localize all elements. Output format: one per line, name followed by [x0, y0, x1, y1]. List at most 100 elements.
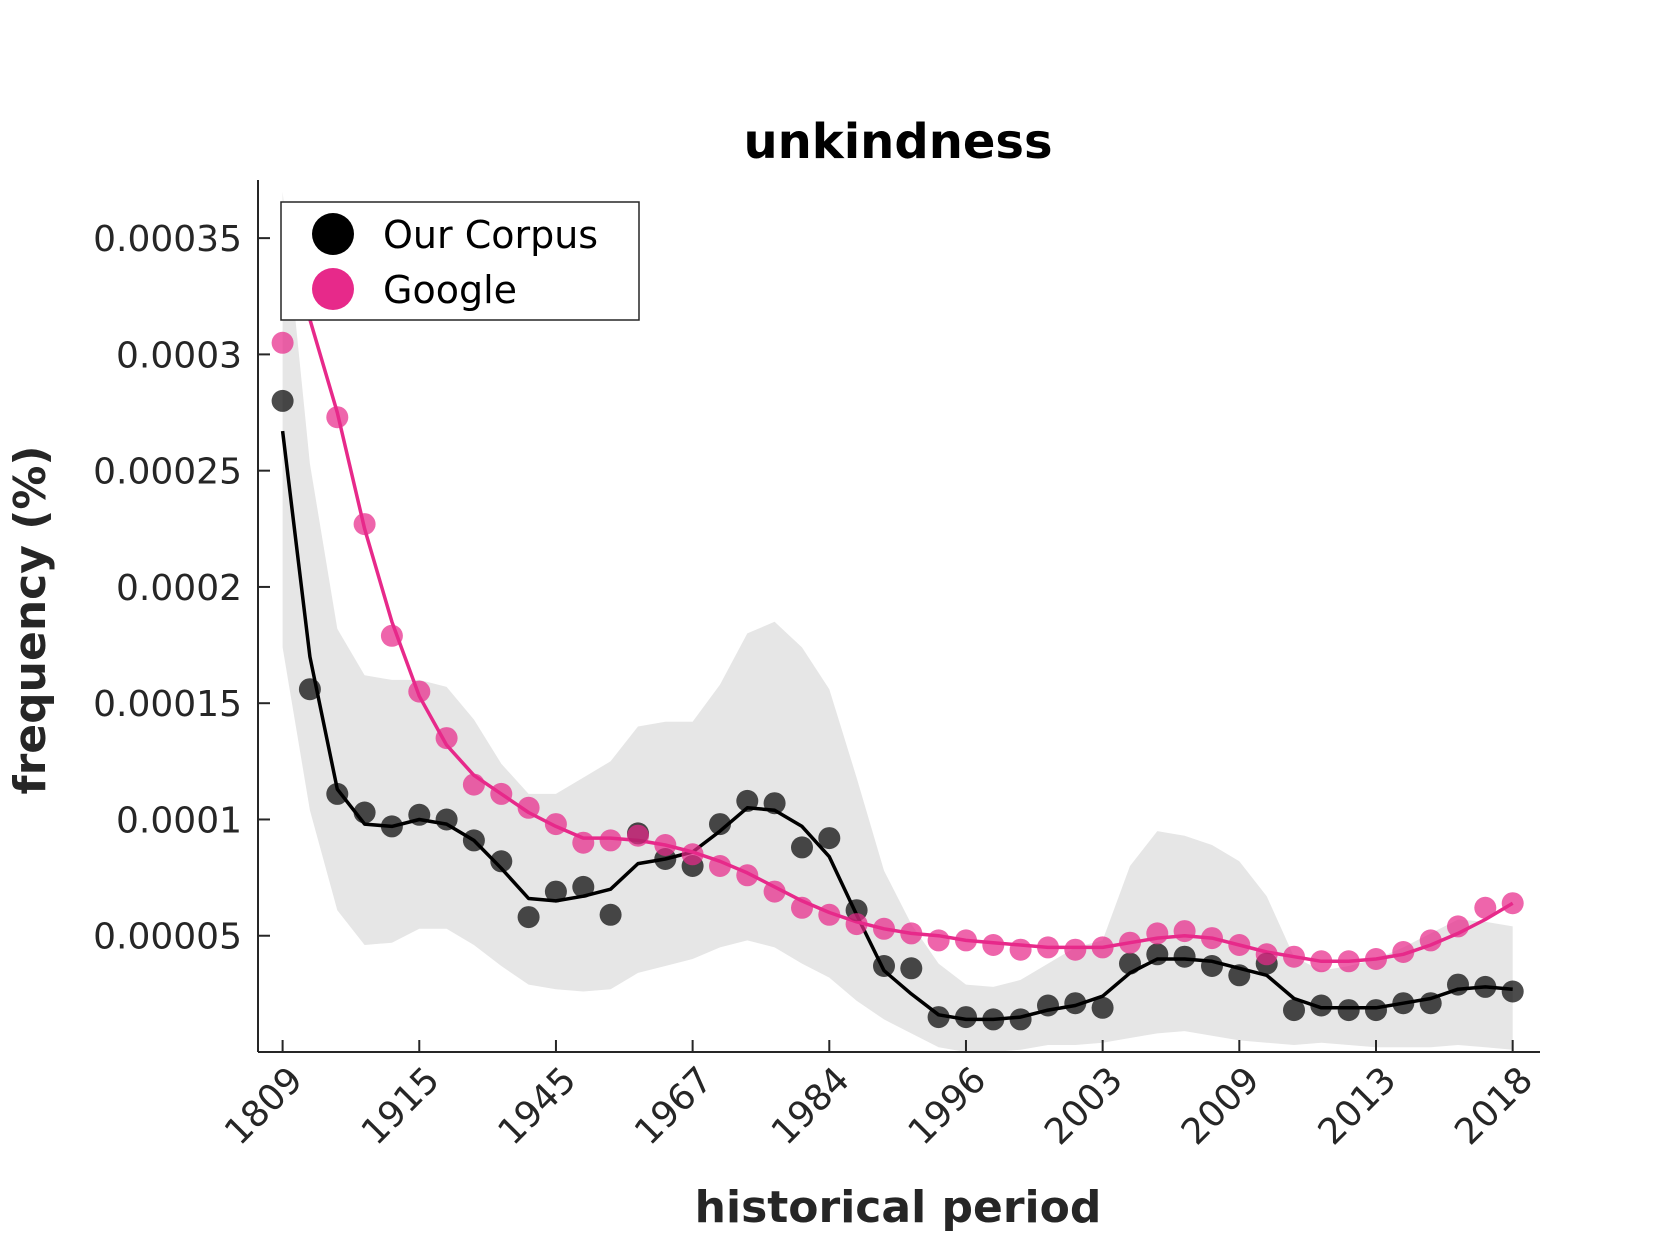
data-point-our-corpus: [1310, 994, 1333, 1017]
data-point-google: [1337, 950, 1360, 973]
data-point-our-corpus: [326, 782, 349, 805]
y-tick-label: 0.00005: [93, 917, 242, 958]
data-point-google: [1392, 941, 1415, 963]
data-point-google: [462, 773, 485, 796]
x-tick-label: 2018: [1447, 1059, 1541, 1153]
data-point-google: [1228, 934, 1251, 956]
data-point-google: [1474, 896, 1497, 919]
legend-marker-google: [312, 268, 354, 310]
x-tick-label: 1945: [490, 1059, 584, 1153]
data-point-our-corpus: [1419, 992, 1442, 1015]
data-point-google: [1310, 950, 1333, 973]
data-point-google: [1447, 915, 1469, 938]
data-point-our-corpus: [1009, 1008, 1032, 1031]
data-point-our-corpus: [572, 875, 595, 898]
data-point-our-corpus: [709, 813, 731, 836]
data-point-our-corpus: [1337, 999, 1360, 1022]
data-point-our-corpus: [763, 792, 786, 815]
data-point-google: [408, 680, 431, 703]
data-point-google: [1419, 929, 1442, 952]
data-point-our-corpus: [873, 955, 895, 977]
x-tick-label: 2003: [1037, 1059, 1131, 1153]
data-point-google: [654, 834, 677, 856]
data-point-google: [572, 831, 595, 854]
x-tick-label: 1809: [217, 1059, 311, 1153]
legend-label-google: Google: [383, 268, 517, 312]
data-point-our-corpus: [1392, 992, 1415, 1015]
data-point-our-corpus: [1173, 945, 1196, 968]
data-point-our-corpus: [544, 880, 567, 903]
data-point-google: [955, 929, 977, 952]
data-point-our-corpus: [927, 1006, 950, 1029]
data-point-google: [1173, 920, 1196, 943]
legend-marker-our-corpus: [312, 213, 354, 255]
data-point-our-corpus: [1283, 999, 1305, 1022]
data-point-our-corpus: [1037, 994, 1059, 1017]
x-ticks: 1809 1915 1945 1967 1984 1996 2003 2009 2013 2018: [217, 1040, 1541, 1153]
data-point-our-corpus: [462, 829, 485, 852]
data-point-our-corpus: [517, 906, 540, 929]
data-point-our-corpus: [1365, 999, 1387, 1022]
data-point-google: [681, 843, 704, 866]
y-tick-label: 0.0001: [116, 800, 242, 841]
data-point-our-corpus: [1119, 952, 1141, 975]
data-point-google: [326, 406, 349, 429]
x-tick-label: 1915: [354, 1059, 448, 1153]
data-point-google: [1201, 927, 1223, 950]
x-tick-label: 2009: [1174, 1059, 1268, 1153]
data-point-google: [544, 813, 567, 836]
data-point-google: [736, 864, 759, 887]
x-tick-label: 1967: [627, 1059, 721, 1153]
data-point-our-corpus: [1201, 955, 1223, 977]
data-point-google: [271, 331, 294, 354]
data-point-our-corpus: [435, 808, 458, 831]
y-tick-label: 0.0002: [116, 568, 242, 609]
data-point-our-corpus: [900, 957, 923, 980]
x-axis-title: historical period: [695, 1182, 1102, 1233]
y-tick-label: 0.00015: [93, 684, 242, 725]
data-point-our-corpus: [298, 678, 321, 701]
data-point-google: [1146, 922, 1169, 945]
data-point-google: [517, 796, 540, 819]
trend-lines: [280, 214, 1514, 1022]
data-point-our-corpus: [955, 1006, 977, 1029]
data-point-our-corpus: [982, 1008, 1005, 1031]
trend-line-our-corpus: [280, 430, 1513, 1022]
data-point-google: [900, 922, 923, 945]
data-point-our-corpus: [380, 815, 403, 838]
data-point-our-corpus: [408, 803, 431, 826]
data-points: [271, 285, 1524, 1031]
data-point-google: [1064, 938, 1087, 961]
data-point-google: [353, 513, 376, 536]
x-tick-label: 2013: [1311, 1059, 1405, 1153]
chart-title: unkindness: [743, 114, 1052, 170]
data-point-google: [380, 624, 403, 647]
data-point-google: [1283, 945, 1305, 968]
data-point-google: [490, 782, 513, 805]
data-point-google: [982, 934, 1005, 956]
data-point-our-corpus: [599, 903, 622, 926]
data-point-google: [1501, 892, 1524, 915]
data-point-our-corpus: [1474, 975, 1497, 998]
x-tick-label: 1984: [764, 1059, 858, 1153]
data-point-our-corpus: [1146, 943, 1169, 966]
y-tick-label: 0.00025: [93, 452, 242, 493]
axes: [257, 180, 1540, 1053]
y-axis-title: frequency (%): [5, 445, 56, 794]
legend: Our Corpus Google: [280, 201, 640, 321]
y-ticks: 0.00005 0.0001 0.00015 0.0002 0.00025 0.0003 0…: [93, 219, 270, 958]
data-point-our-corpus: [791, 836, 813, 859]
y-tick-label: 0.00035: [93, 219, 242, 260]
legend-label-our-corpus: Our Corpus: [383, 213, 598, 257]
data-point-google: [763, 880, 786, 903]
y-tick-label: 0.0003: [116, 335, 242, 376]
data-point-google: [818, 903, 841, 926]
data-point-google: [435, 727, 458, 750]
data-point-our-corpus: [1501, 980, 1524, 1003]
data-point-our-corpus: [1228, 964, 1251, 987]
data-point-google: [709, 855, 731, 877]
data-point-our-corpus: [1064, 992, 1087, 1015]
data-point-google: [791, 896, 813, 919]
data-point-google: [873, 917, 895, 940]
data-point-our-corpus: [736, 789, 759, 812]
